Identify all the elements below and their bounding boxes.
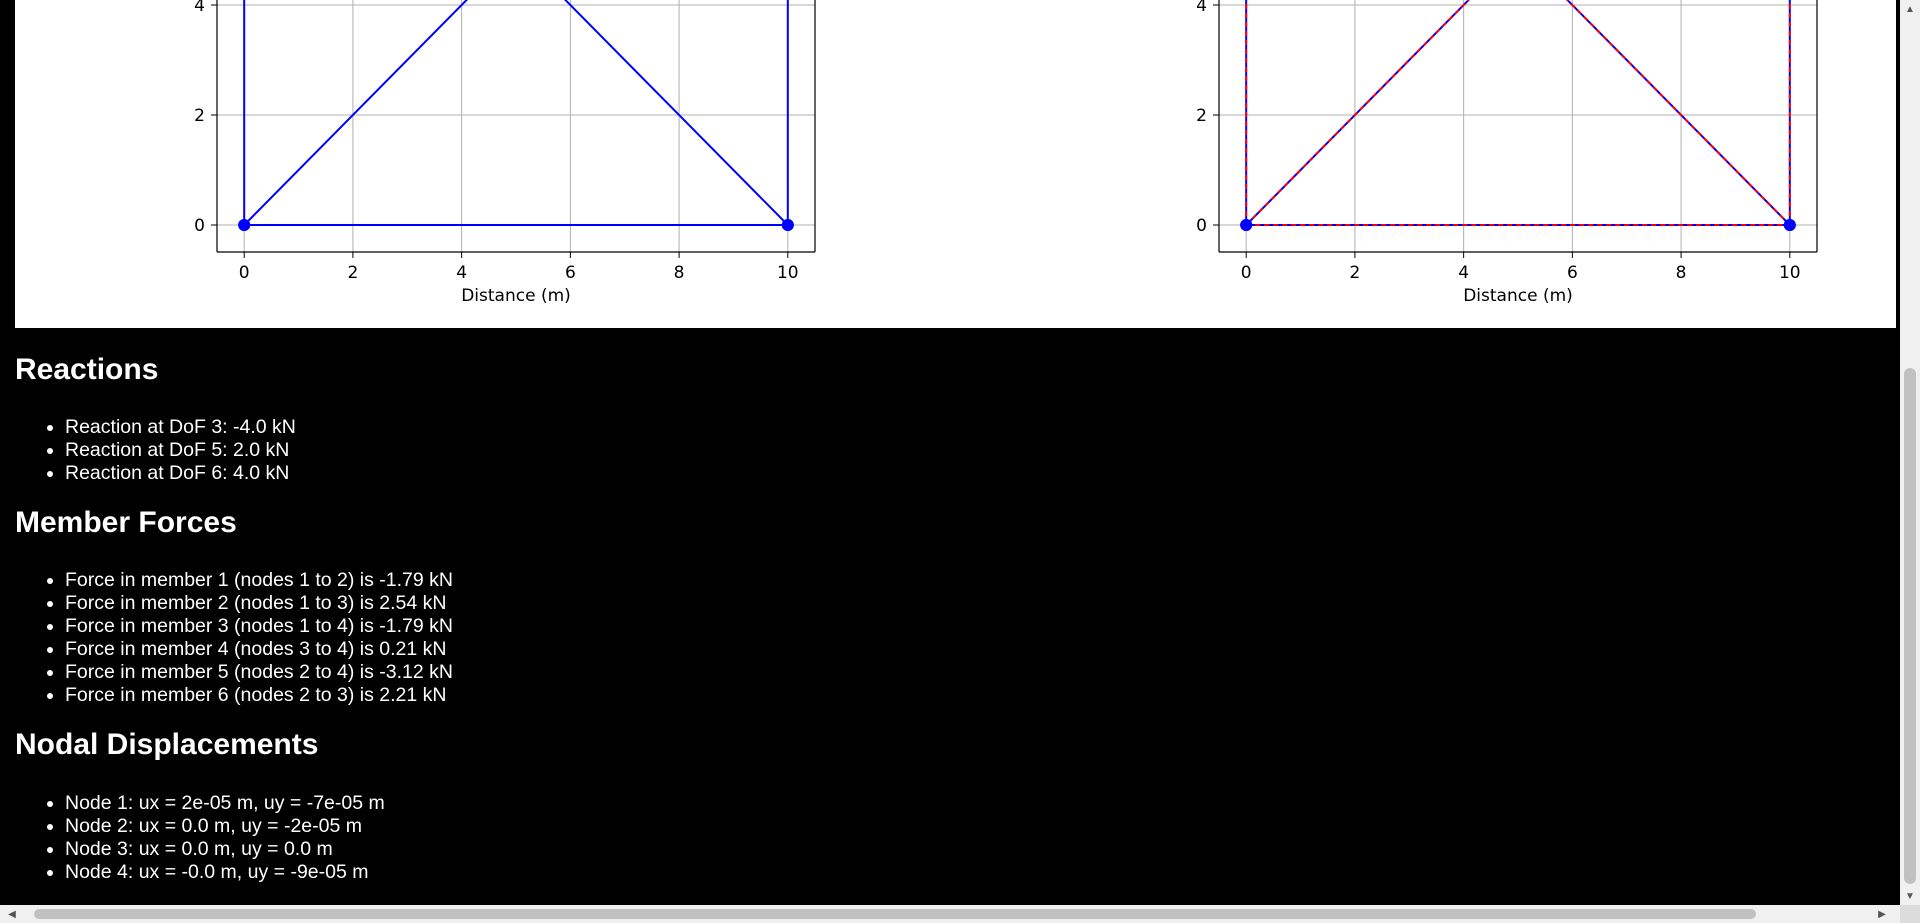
node-point	[1240, 219, 1253, 231]
vertical-scrollbar-thumb[interactable]	[1904, 368, 1916, 884]
list-item: Node 4: ux = -0.0 m, uy = -9e-05 m	[65, 861, 385, 884]
list-item: Node 2: ux = 0.0 m, uy = -2e-05 m	[65, 815, 385, 838]
chart-2: 0 2 4 6 8 10 0 2 4 Distance (m)	[1196, 0, 1818, 306]
nodal-displacements-heading: Nodal Displacements	[15, 728, 319, 761]
chart-1: 0 2 4 6 8 10 0 2 4 Distance (m)	[194, 0, 816, 306]
x-tick-label: 4	[1458, 263, 1469, 283]
series-1-member-line	[1245, 0, 1470, 226]
reactions-list: Reaction at DoF 3: -4.0 kN Reaction at D…	[15, 416, 296, 485]
x-tick-label: 6	[1567, 263, 1578, 283]
horizontal-scrollbar[interactable]: ◀ ▶	[0, 905, 1900, 923]
scroll-up-arrow-icon[interactable]: ▲	[1905, 3, 1915, 15]
x-tick-label: 6	[565, 263, 576, 283]
x-tick-label: 8	[674, 263, 685, 283]
reactions-heading: Reactions	[15, 353, 159, 386]
list-item: Force in member 1 (nodes 1 to 2) is -1.7…	[65, 569, 453, 592]
list-item: Reaction at DoF 5: 2.0 kN	[65, 439, 296, 462]
x-axis-label: Distance (m)	[461, 286, 571, 306]
y-tick-label: 2	[194, 106, 205, 126]
list-item: Force in member 4 (nodes 3 to 4) is 0.21…	[65, 638, 453, 661]
x-tick-label: 0	[1241, 263, 1252, 283]
x-tick-label: 8	[1676, 263, 1687, 283]
y-tick-label: 0	[194, 216, 205, 236]
node-point	[781, 219, 794, 231]
truss-plots-image: 0 2 4 6 8 10 0 2 4 Distance (m) 0 2 4 6 8 10 0 2 4 Distance…	[15, 0, 1896, 328]
y-tick-label: 2	[1196, 106, 1207, 126]
series-1-member-line	[243, 0, 468, 226]
list-item: Node 1: ux = 2e-05 m, uy = -7e-05 m	[65, 792, 385, 815]
y-tick-label: 4	[1196, 0, 1207, 16]
node-point	[238, 219, 251, 231]
page-viewport: 0 2 4 6 8 10 0 2 4 Distance (m) 0 2 4 6 8 10 0 2 4 Distance…	[0, 0, 1900, 905]
list-item: Force in member 5 (nodes 2 to 4) is -3.1…	[65, 661, 453, 684]
y-tick-label: 4	[194, 0, 205, 16]
x-tick-label: 10	[1779, 263, 1801, 283]
list-item: Reaction at DoF 6: 4.0 kN	[65, 462, 296, 485]
nodal-displacements-list: Node 1: ux = 2e-05 m, uy = -7e-05 m Node…	[15, 792, 385, 884]
list-item: Force in member 6 (nodes 2 to 3) is 2.21…	[65, 684, 453, 707]
series-1-member-line	[1566, 0, 1791, 226]
series-2-member-line	[1245, 0, 1470, 226]
member-forces-heading: Member Forces	[15, 506, 237, 539]
truss-plots-svg: 0 2 4 6 8 10 0 2 4 Distance (m) 0 2 4 6 8 10 0 2 4 Distance…	[194, 0, 1818, 306]
x-tick-label: 0	[239, 263, 250, 283]
x-tick-label: 4	[456, 263, 467, 283]
vertical-scrollbar[interactable]: ▲ ▼	[1900, 0, 1920, 905]
series-2-member-line	[1566, 0, 1791, 226]
scroll-down-arrow-icon[interactable]: ▼	[1905, 890, 1915, 902]
node-point	[1783, 219, 1796, 231]
list-item: Reaction at DoF 3: -4.0 kN	[65, 416, 296, 439]
series-1-member-line	[564, 0, 789, 226]
y-tick-label: 0	[1196, 216, 1207, 236]
list-item: Node 3: ux = 0.0 m, uy = 0.0 m	[65, 838, 385, 861]
scrollbar-corner	[1900, 905, 1920, 923]
x-tick-label: 2	[1349, 263, 1360, 283]
list-item: Force in member 3 (nodes 1 to 4) is -1.7…	[65, 615, 453, 638]
scroll-left-arrow-icon[interactable]: ◀	[8, 908, 16, 920]
member-forces-list: Force in member 1 (nodes 1 to 2) is -1.7…	[15, 569, 453, 707]
scroll-right-arrow-icon[interactable]: ▶	[1878, 908, 1886, 920]
horizontal-scrollbar-thumb[interactable]	[34, 909, 1756, 919]
list-item: Force in member 2 (nodes 1 to 3) is 2.54…	[65, 592, 453, 615]
x-axis-label: Distance (m)	[1463, 286, 1573, 306]
x-tick-label: 10	[777, 263, 799, 283]
x-tick-label: 2	[347, 263, 358, 283]
